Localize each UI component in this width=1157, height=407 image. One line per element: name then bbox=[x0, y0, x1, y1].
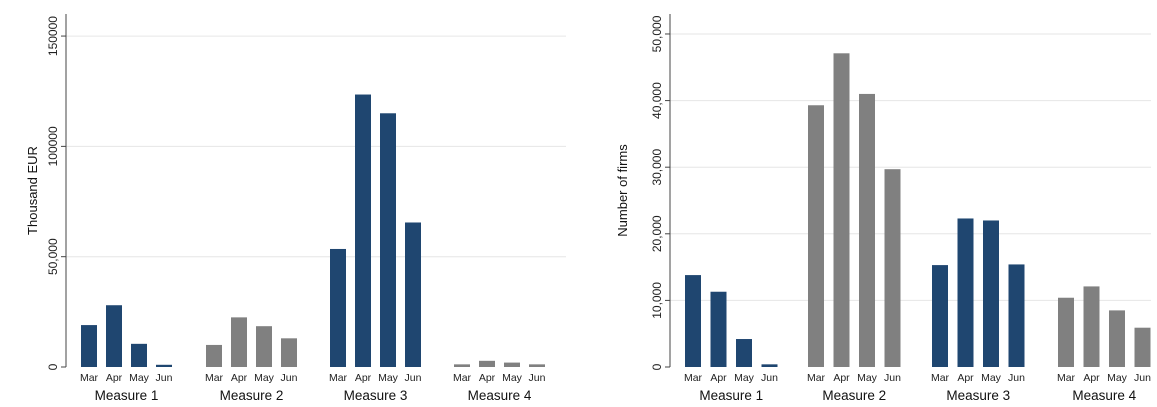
y-tick-label: 30,000 bbox=[650, 149, 664, 186]
month-label: May bbox=[378, 372, 399, 384]
y-tick-label: 50,000 bbox=[46, 238, 60, 275]
bar bbox=[710, 291, 727, 367]
y-axis-label: Number of firms bbox=[615, 144, 630, 237]
month-label: Jun bbox=[1134, 372, 1151, 384]
y-axis-label: Thousand EUR bbox=[25, 146, 40, 235]
bar bbox=[479, 360, 495, 367]
month-label: Apr bbox=[1083, 372, 1100, 384]
bar bbox=[529, 364, 545, 367]
month-label: May bbox=[129, 372, 150, 384]
bar bbox=[736, 339, 752, 367]
y-tick-label: 0 bbox=[650, 363, 664, 370]
month-label: Jun bbox=[156, 372, 173, 384]
month-label: Apr bbox=[106, 372, 123, 384]
month-label: Jun bbox=[1008, 372, 1025, 384]
bar bbox=[405, 222, 421, 367]
bar bbox=[957, 218, 974, 367]
y-tick-label: 20,000 bbox=[650, 215, 664, 252]
bar bbox=[106, 305, 122, 367]
bar bbox=[884, 169, 901, 367]
group-label: Measure 1 bbox=[699, 388, 763, 403]
bar bbox=[231, 317, 247, 367]
month-label: Mar bbox=[205, 372, 224, 384]
chart-thousand-eur: 0 50,000 100000 150000 Thousand EUR Mar Apr May… bbox=[25, 14, 566, 403]
month-label: Apr bbox=[479, 372, 496, 384]
month-label: May bbox=[981, 372, 1002, 384]
y-tick-label: 100000 bbox=[46, 126, 60, 166]
month-label: May bbox=[254, 372, 275, 384]
bar bbox=[685, 275, 701, 367]
group-label: Measure 3 bbox=[344, 388, 408, 403]
group-label: Measure 2 bbox=[220, 388, 284, 403]
group-label: Measure 2 bbox=[822, 388, 886, 403]
bar bbox=[1083, 286, 1100, 367]
bar bbox=[355, 94, 371, 367]
bar bbox=[454, 364, 470, 367]
bar bbox=[156, 364, 172, 367]
bar bbox=[380, 113, 396, 367]
bar bbox=[859, 93, 875, 367]
month-label: Jun bbox=[529, 372, 546, 384]
bar bbox=[1058, 297, 1074, 367]
month-label: May bbox=[502, 372, 523, 384]
bar bbox=[983, 220, 999, 367]
month-label: Apr bbox=[710, 372, 727, 384]
bar bbox=[131, 343, 147, 367]
month-label: Mar bbox=[329, 372, 348, 384]
bar bbox=[1134, 327, 1151, 367]
month-label: Apr bbox=[833, 372, 850, 384]
bar bbox=[1008, 264, 1025, 367]
y-tick-label: 40,000 bbox=[650, 82, 664, 119]
month-label: Apr bbox=[355, 372, 372, 384]
month-label: May bbox=[1107, 372, 1128, 384]
month-label: Jun bbox=[281, 372, 298, 384]
chart-number-of-firms: 0 10,000 20,000 30,000 40,000 50,000 Number of… bbox=[615, 14, 1151, 403]
bar bbox=[281, 338, 297, 367]
bar bbox=[206, 344, 222, 367]
group-label: Measure 3 bbox=[946, 388, 1010, 403]
y-tick-label: 10,000 bbox=[650, 282, 664, 319]
group-label: Measure 4 bbox=[468, 388, 532, 403]
month-label: Mar bbox=[453, 372, 472, 384]
group-label: Measure 1 bbox=[95, 388, 159, 403]
group-label: Measure 4 bbox=[1072, 388, 1136, 403]
bar bbox=[256, 326, 272, 367]
month-label: Mar bbox=[80, 372, 99, 384]
month-label: May bbox=[734, 372, 755, 384]
month-label: Mar bbox=[807, 372, 826, 384]
y-tick-label: 0 bbox=[46, 363, 60, 370]
month-label: Jun bbox=[761, 372, 778, 384]
bar bbox=[932, 265, 948, 367]
month-label: Mar bbox=[931, 372, 950, 384]
y-tick-label: 50,000 bbox=[650, 15, 664, 52]
bar bbox=[808, 105, 824, 368]
month-label: Jun bbox=[405, 372, 422, 384]
month-label: Apr bbox=[957, 372, 974, 384]
month-label: Mar bbox=[1057, 372, 1076, 384]
bar bbox=[1109, 310, 1125, 367]
bar bbox=[330, 248, 346, 367]
y-tick-label: 150000 bbox=[46, 16, 60, 56]
bar bbox=[833, 53, 850, 367]
month-label: May bbox=[857, 372, 878, 384]
month-label: Apr bbox=[231, 372, 248, 384]
bar bbox=[504, 362, 520, 367]
month-label: Mar bbox=[684, 372, 703, 384]
bar bbox=[81, 325, 97, 367]
bar bbox=[761, 364, 778, 367]
month-label: Jun bbox=[884, 372, 901, 384]
